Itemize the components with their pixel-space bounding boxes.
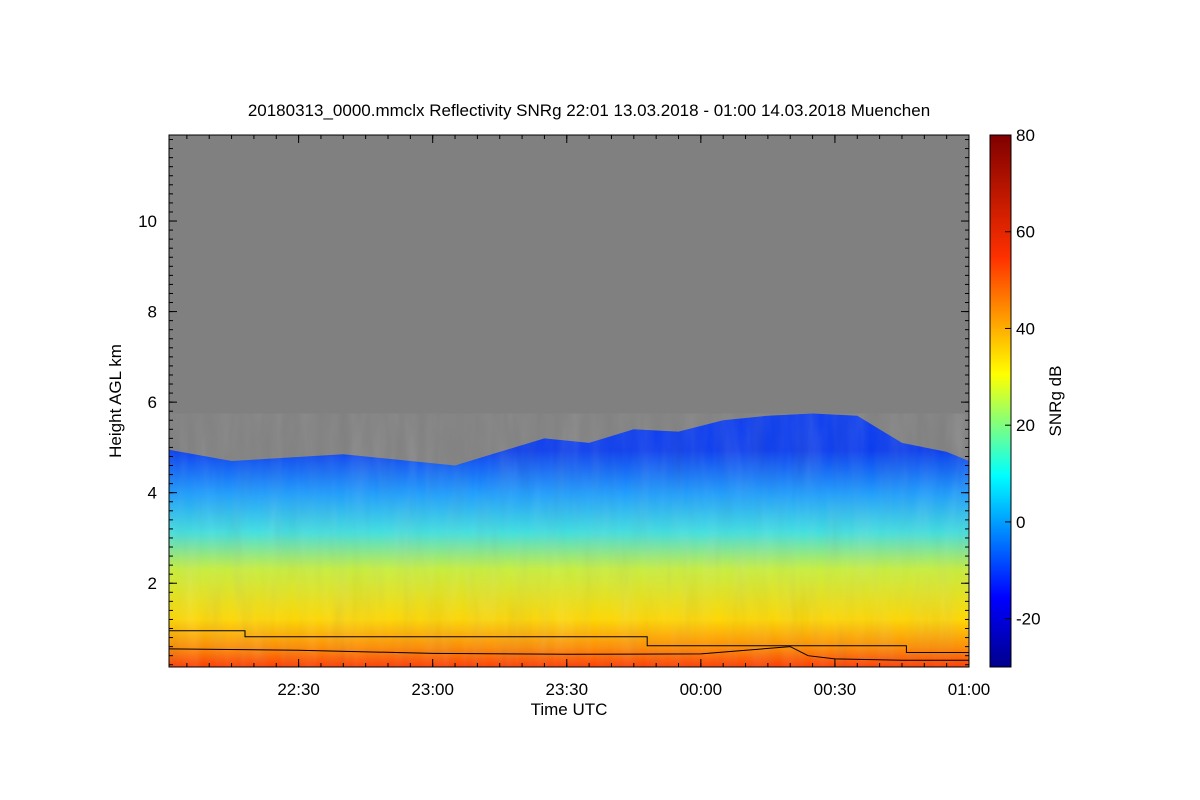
radar-echo-texture (169, 413, 969, 667)
y-tick-label: 6 (148, 393, 157, 412)
y-tick-label: 8 (148, 303, 157, 322)
boundary-lines (169, 630, 969, 661)
x-tick-label: 23:30 (545, 680, 588, 699)
y-tick-label: 4 (148, 484, 157, 503)
boundary-line-1 (169, 630, 969, 653)
x-tick-label: 00:30 (814, 680, 857, 699)
colorbar-tick-label: -20 (1016, 610, 1041, 629)
colorbar: -20 0 20 40 60 80 SNRg dB (989, 126, 1065, 668)
plot-area (169, 135, 969, 667)
y-axis-title: Height AGL km (106, 344, 125, 458)
colorbar-tick-label: 20 (1016, 416, 1035, 435)
x-tick-label: 00:00 (680, 680, 723, 699)
x-tick-label: 01:00 (948, 680, 991, 699)
chart-title: 20180313_0000.mmclx Reflectivity SNRg 22… (248, 101, 930, 120)
boundary-line-2 (169, 646, 969, 661)
colorbar-ticks: -20 0 20 40 60 80 (1005, 126, 1041, 629)
colorbar-tick-label: 80 (1016, 126, 1035, 145)
colorbar-tick-label: 40 (1016, 319, 1035, 338)
y-tick-label: 2 (148, 574, 157, 593)
colorbar-tick-label: 0 (1016, 513, 1025, 532)
x-axis-ticks: 22:30 23:00 23:30 00:00 00:30 01:00 (186, 135, 991, 699)
y-axis-ticks: 2 4 6 8 10 (138, 139, 969, 666)
x-tick-label: 22:30 (277, 680, 320, 699)
colorbar-gradient (989, 134, 1012, 668)
x-axis-title: Time UTC (531, 700, 608, 719)
x-tick-label: 23:00 (411, 680, 454, 699)
plot-frame (168, 134, 970, 668)
colorbar-tick-label: 60 (1016, 223, 1035, 242)
colorbar-label: SNRg dB (1046, 366, 1065, 437)
y-tick-label: 10 (138, 212, 157, 231)
